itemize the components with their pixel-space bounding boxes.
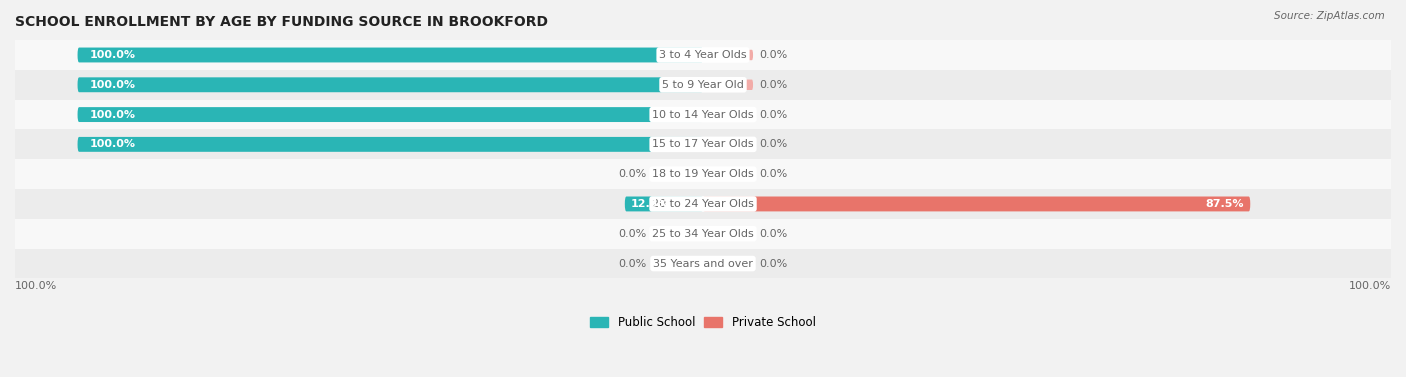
Text: 0.0%: 0.0%	[619, 229, 647, 239]
FancyBboxPatch shape	[703, 109, 754, 120]
Text: 0.0%: 0.0%	[759, 259, 787, 268]
Text: 18 to 19 Year Olds: 18 to 19 Year Olds	[652, 169, 754, 179]
FancyBboxPatch shape	[624, 196, 703, 211]
Text: 25 to 34 Year Olds: 25 to 34 Year Olds	[652, 229, 754, 239]
Bar	[15, 159, 1391, 189]
Bar	[15, 70, 1391, 100]
Bar	[15, 100, 1391, 129]
Text: 0.0%: 0.0%	[759, 139, 787, 149]
FancyBboxPatch shape	[652, 258, 703, 269]
FancyBboxPatch shape	[652, 169, 703, 179]
Text: 100.0%: 100.0%	[1348, 281, 1391, 291]
Text: 0.0%: 0.0%	[619, 169, 647, 179]
Text: 12.5%: 12.5%	[631, 199, 669, 209]
Text: 100.0%: 100.0%	[90, 50, 136, 60]
FancyBboxPatch shape	[703, 228, 754, 239]
Text: 0.0%: 0.0%	[619, 259, 647, 268]
Text: 10 to 14 Year Olds: 10 to 14 Year Olds	[652, 110, 754, 120]
Text: 0.0%: 0.0%	[759, 110, 787, 120]
Text: Source: ZipAtlas.com: Source: ZipAtlas.com	[1274, 11, 1385, 21]
FancyBboxPatch shape	[703, 80, 754, 90]
Text: 0.0%: 0.0%	[759, 80, 787, 90]
Text: 20 to 24 Year Olds: 20 to 24 Year Olds	[652, 199, 754, 209]
Text: 100.0%: 100.0%	[90, 110, 136, 120]
FancyBboxPatch shape	[77, 77, 703, 92]
Text: 35 Years and over: 35 Years and over	[652, 259, 754, 268]
Text: 3 to 4 Year Olds: 3 to 4 Year Olds	[659, 50, 747, 60]
Bar	[15, 40, 1391, 70]
FancyBboxPatch shape	[703, 139, 754, 150]
Text: 100.0%: 100.0%	[15, 281, 58, 291]
FancyBboxPatch shape	[77, 48, 703, 63]
FancyBboxPatch shape	[703, 50, 754, 60]
Text: 5 to 9 Year Old: 5 to 9 Year Old	[662, 80, 744, 90]
Text: 0.0%: 0.0%	[759, 229, 787, 239]
Text: 0.0%: 0.0%	[759, 169, 787, 179]
Text: 15 to 17 Year Olds: 15 to 17 Year Olds	[652, 139, 754, 149]
FancyBboxPatch shape	[652, 228, 703, 239]
FancyBboxPatch shape	[703, 258, 754, 269]
Text: 87.5%: 87.5%	[1205, 199, 1244, 209]
FancyBboxPatch shape	[703, 196, 1250, 211]
Text: 100.0%: 100.0%	[90, 80, 136, 90]
Bar	[15, 189, 1391, 219]
Legend: Public School, Private School: Public School, Private School	[591, 316, 815, 329]
Bar	[15, 129, 1391, 159]
Bar	[15, 219, 1391, 249]
FancyBboxPatch shape	[77, 137, 703, 152]
Bar	[15, 249, 1391, 279]
FancyBboxPatch shape	[703, 169, 754, 179]
Text: 100.0%: 100.0%	[90, 139, 136, 149]
Text: 0.0%: 0.0%	[759, 50, 787, 60]
Text: SCHOOL ENROLLMENT BY AGE BY FUNDING SOURCE IN BROOKFORD: SCHOOL ENROLLMENT BY AGE BY FUNDING SOUR…	[15, 15, 548, 29]
FancyBboxPatch shape	[77, 107, 703, 122]
